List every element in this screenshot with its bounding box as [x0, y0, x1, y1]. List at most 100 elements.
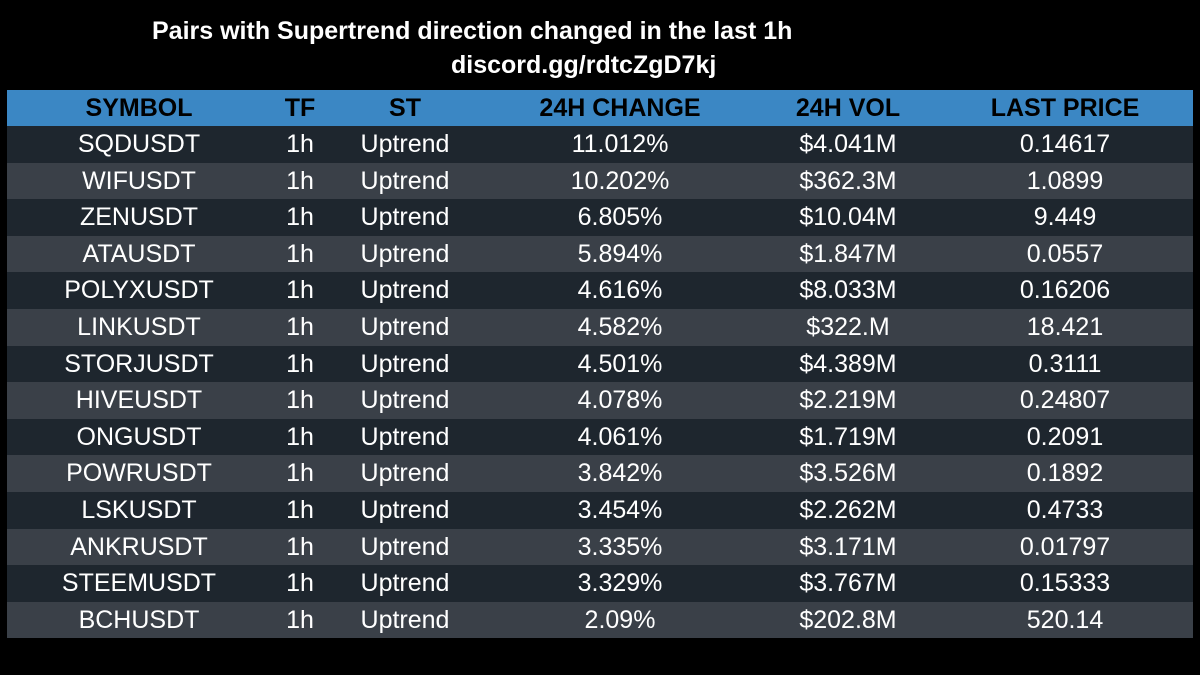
cell-24h-change: 11.012% [571, 130, 669, 158]
cell-24h-vol: $8.033M [799, 276, 897, 305]
cell-24h-change: 4.501% [577, 349, 663, 378]
cell-last-price: 1.0899 [1026, 166, 1104, 195]
cell-24h-change: 3.454% [577, 495, 663, 524]
cell-tf: 1h [286, 422, 314, 451]
cell-24h-vol: $10.04M [799, 203, 897, 232]
cell-st: Uptrend [360, 349, 450, 378]
cell-st: Uptrend [360, 239, 450, 268]
column-header-symbol: SYMBOL [85, 94, 193, 122]
cell-symbol: ONGUSDT [76, 422, 202, 451]
cell-24h-vol: $322.M [806, 312, 890, 341]
cell-last-price: 0.16206 [1019, 276, 1111, 305]
cell-24h-vol: $3.526M [799, 459, 897, 488]
column-header-st: ST [389, 94, 421, 122]
cell-st: Uptrend [360, 166, 450, 195]
cell-st: Uptrend [360, 422, 450, 451]
table-row: POLYXUSDT 1h Uptrend 4.616% $8.033M 0.16… [7, 272, 1193, 309]
cell-tf: 1h [286, 203, 314, 232]
cell-24h-vol: $4.041M [799, 130, 897, 158]
pairs-table: SYMBOL TF ST 24H CHANGE 24H VOL LAST PRI… [7, 90, 1193, 639]
table-row: STORJUSDT 1h Uptrend 4.501% $4.389M 0.31… [7, 345, 1193, 383]
cell-symbol: LINKUSDT [77, 312, 201, 341]
cell-st: Uptrend [360, 276, 450, 305]
cell-24h-change: 6.805% [577, 203, 663, 232]
cell-24h-vol: $1.847M [799, 239, 897, 268]
cell-last-price: 0.4733 [1026, 495, 1104, 524]
table-row: ANKRUSDT 1h Uptrend 3.335% $3.171M 0.017… [7, 528, 1193, 566]
cell-tf: 1h [286, 130, 314, 158]
cell-symbol: STORJUSDT [64, 349, 214, 378]
cell-24h-vol: $362.3M [799, 166, 897, 195]
discord-link[interactable]: discord.gg/rdtcZgD7kj [451, 51, 717, 79]
table-row: POWRUSDT 1h Uptrend 3.842% $3.526M 0.189… [7, 455, 1193, 492]
cell-24h-change: 5.894% [577, 239, 663, 268]
table-row: WIFUSDT 1h Uptrend 10.202% $362.3M 1.089… [7, 162, 1193, 200]
table-row: STEEMUSDT 1h Uptrend 3.329% $3.767M 0.15… [7, 565, 1193, 602]
cell-tf: 1h [286, 276, 314, 305]
page-title: Pairs with Supertrend direction changed … [152, 17, 793, 45]
cell-24h-change: 4.078% [577, 386, 663, 415]
cell-24h-vol: $4.389M [799, 349, 897, 378]
table-row: ZENUSDT 1h Uptrend 6.805% $10.04M 9.449 [7, 199, 1193, 236]
cell-24h-change: 4.582% [577, 312, 663, 341]
cell-24h-vol: $202.8M [799, 605, 897, 634]
cell-last-price: 18.421 [1026, 312, 1104, 341]
cell-st: Uptrend [360, 532, 450, 561]
cell-24h-vol: $3.171M [799, 532, 897, 561]
cell-tf: 1h [286, 495, 314, 524]
cell-symbol: STEEMUSDT [61, 569, 217, 598]
cell-st: Uptrend [360, 495, 450, 524]
cell-24h-vol: $3.767M [799, 569, 897, 598]
cell-tf: 1h [286, 312, 314, 341]
cell-last-price: 9.449 [1033, 203, 1097, 232]
cell-tf: 1h [286, 605, 314, 634]
cell-st: Uptrend [360, 130, 450, 158]
table-row: SQDUSDT 1h Uptrend 11.012% $4.041M 0.146… [7, 126, 1193, 163]
cell-symbol: SQDUSDT [77, 130, 201, 158]
table-row: HIVEUSDT 1h Uptrend 4.078% $2.219M 0.248… [7, 382, 1193, 419]
cell-tf: 1h [286, 459, 314, 488]
column-header-24h-vol: 24H VOL [795, 94, 901, 122]
cell-symbol: ANKRUSDT [70, 532, 208, 561]
cell-last-price: 520.14 [1026, 605, 1104, 634]
table-header-row: SYMBOL TF ST 24H CHANGE 24H VOL LAST PRI… [7, 90, 1193, 126]
cell-24h-vol: $2.262M [799, 495, 897, 524]
column-header-24h-change: 24H CHANGE [539, 94, 701, 122]
cell-tf: 1h [286, 239, 314, 268]
cell-24h-change: 4.061% [577, 422, 663, 451]
cell-24h-vol: $2.219M [799, 386, 897, 415]
cell-last-price: 0.0557 [1026, 239, 1104, 268]
cell-symbol: BCHUSDT [78, 605, 200, 634]
cell-24h-vol: $1.719M [799, 422, 897, 451]
cell-st: Uptrend [360, 605, 450, 634]
cell-symbol: POWRUSDT [66, 459, 212, 488]
cell-st: Uptrend [360, 569, 450, 598]
cell-tf: 1h [286, 166, 314, 195]
table-row: BCHUSDT 1h Uptrend 2.09% $202.8M 520.14 [7, 601, 1193, 639]
cell-tf: 1h [286, 569, 314, 598]
cell-tf: 1h [286, 532, 314, 561]
cell-tf: 1h [286, 386, 314, 415]
table-row: LSKUSDT 1h Uptrend 3.454% $2.262M 0.4733 [7, 491, 1193, 529]
table-row: LINKUSDT 1h Uptrend 4.582% $322.M 18.421 [7, 308, 1193, 346]
cell-24h-change: 3.842% [577, 459, 663, 488]
cell-st: Uptrend [360, 203, 450, 232]
table-row: ONGUSDT 1h Uptrend 4.061% $1.719M 0.2091 [7, 418, 1193, 456]
cell-symbol: WIFUSDT [82, 166, 196, 195]
cell-symbol: ZENUSDT [79, 203, 199, 232]
column-header-tf: TF [284, 94, 316, 122]
cell-symbol: POLYXUSDT [64, 276, 214, 305]
cell-st: Uptrend [360, 459, 450, 488]
cell-24h-change: 3.329% [577, 569, 663, 598]
cell-last-price: 0.14617 [1019, 130, 1111, 158]
cell-24h-change: 2.09% [584, 605, 656, 634]
cell-symbol: LSKUSDT [81, 495, 197, 524]
cell-st: Uptrend [360, 386, 450, 415]
cell-last-price: 0.24807 [1019, 386, 1111, 415]
cell-last-price: 0.15333 [1019, 569, 1111, 598]
cell-st: Uptrend [360, 312, 450, 341]
cell-symbol: HIVEUSDT [75, 386, 203, 415]
cell-24h-change: 10.202% [570, 166, 670, 195]
cell-24h-change: 3.335% [577, 532, 663, 561]
